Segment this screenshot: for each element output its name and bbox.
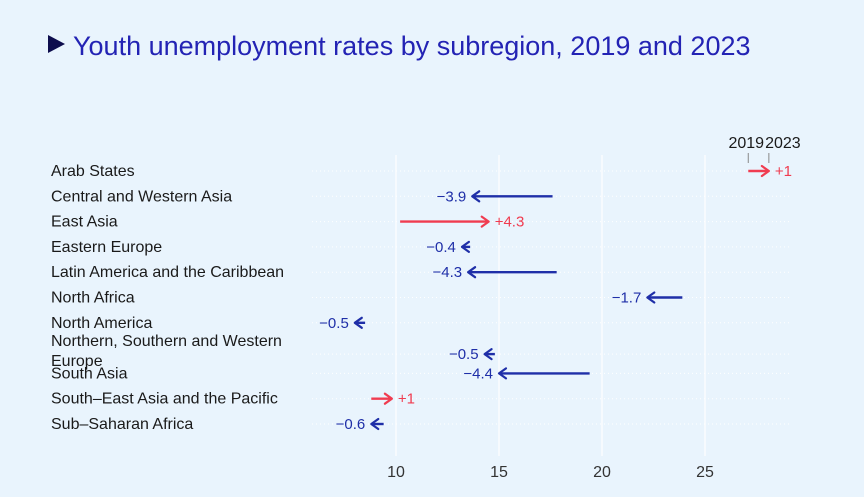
arrow-head	[467, 266, 477, 279]
chart-title-text: Youth unemployment rates by subregion, 2…	[73, 31, 751, 61]
x-tick-label-20: 20	[593, 464, 611, 481]
arrow-head	[497, 367, 508, 380]
y-tick-label: East Asia	[51, 214, 118, 231]
legend-label-2023: 2023	[765, 135, 801, 152]
title-triangle-icon	[48, 35, 65, 53]
data-label: +1	[775, 163, 792, 180]
data-label: +1	[398, 391, 415, 408]
y-tick-label: Northern, Southern and Western Europe	[51, 333, 282, 370]
data-label: +4.3	[495, 214, 525, 231]
arrow-head	[460, 240, 471, 253]
data-label: −0.6	[336, 416, 366, 433]
x-tick-label-25: 25	[696, 464, 714, 481]
y-tick-label: Arab States	[51, 163, 135, 180]
data-label: −4.3	[432, 264, 462, 281]
arrow-head	[471, 190, 481, 203]
y-tick-label: Sub–Saharan Africa	[51, 416, 193, 433]
data-label: −3.9	[437, 188, 467, 205]
y-tick-label: North America	[51, 315, 152, 332]
y-tick-label: North Africa	[51, 290, 135, 307]
y-tick-label: Eastern Europe	[51, 239, 162, 256]
x-tick-label-10: 10	[387, 464, 405, 481]
y-tick-label-line: Europe	[51, 353, 103, 370]
data-label: −4.4	[463, 365, 493, 382]
arrow-head	[353, 316, 363, 329]
data-label: −1.7	[612, 290, 642, 307]
x-tick-label-15: 15	[490, 464, 508, 481]
y-tick-label: Latin America and the Caribbean	[51, 264, 284, 281]
data-label: −0.5	[319, 315, 349, 332]
arrow-head	[480, 215, 490, 228]
arrow-head	[370, 417, 380, 431]
arrow-head	[383, 392, 393, 405]
legend-label-2019: 2019	[728, 135, 764, 152]
y-tick-label: South Asia	[51, 365, 128, 382]
arrow-head	[483, 348, 493, 361]
data-label: −0.5	[449, 346, 479, 363]
y-tick-label: Central and Western Asia	[51, 188, 232, 205]
data-label: −0.4	[426, 239, 456, 256]
arrow-head	[760, 164, 770, 178]
chart-title: Youth unemployment rates by subregion, 2…	[48, 28, 808, 64]
arrow-head	[646, 291, 656, 304]
y-tick-label-line: Northern, Southern and Western	[51, 333, 282, 350]
y-tick-label: South–East Asia and the Pacific	[51, 391, 278, 408]
